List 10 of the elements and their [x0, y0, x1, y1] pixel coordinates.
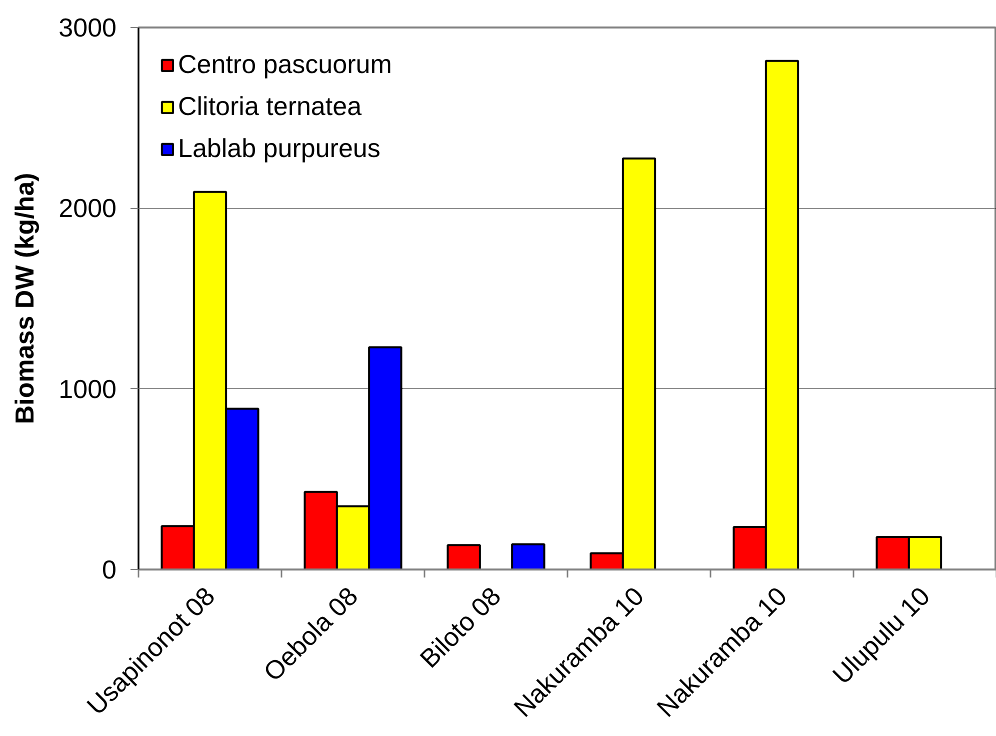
y-axis-title: Biomass DW (kg/ha) — [10, 172, 40, 424]
y-tick-label: 3000 — [58, 12, 117, 42]
y-tick-label: 1000 — [58, 374, 117, 404]
y-tick-label: 2000 — [58, 193, 117, 224]
legend-label: Centro pascuorum — [178, 49, 392, 80]
y-tick-label: 0 — [102, 554, 117, 584]
legend-label: Lablab purpureus — [178, 133, 380, 164]
legend-label: Clitoria ternatea — [178, 91, 362, 122]
bar — [446, 544, 481, 570]
bar — [511, 543, 546, 570]
